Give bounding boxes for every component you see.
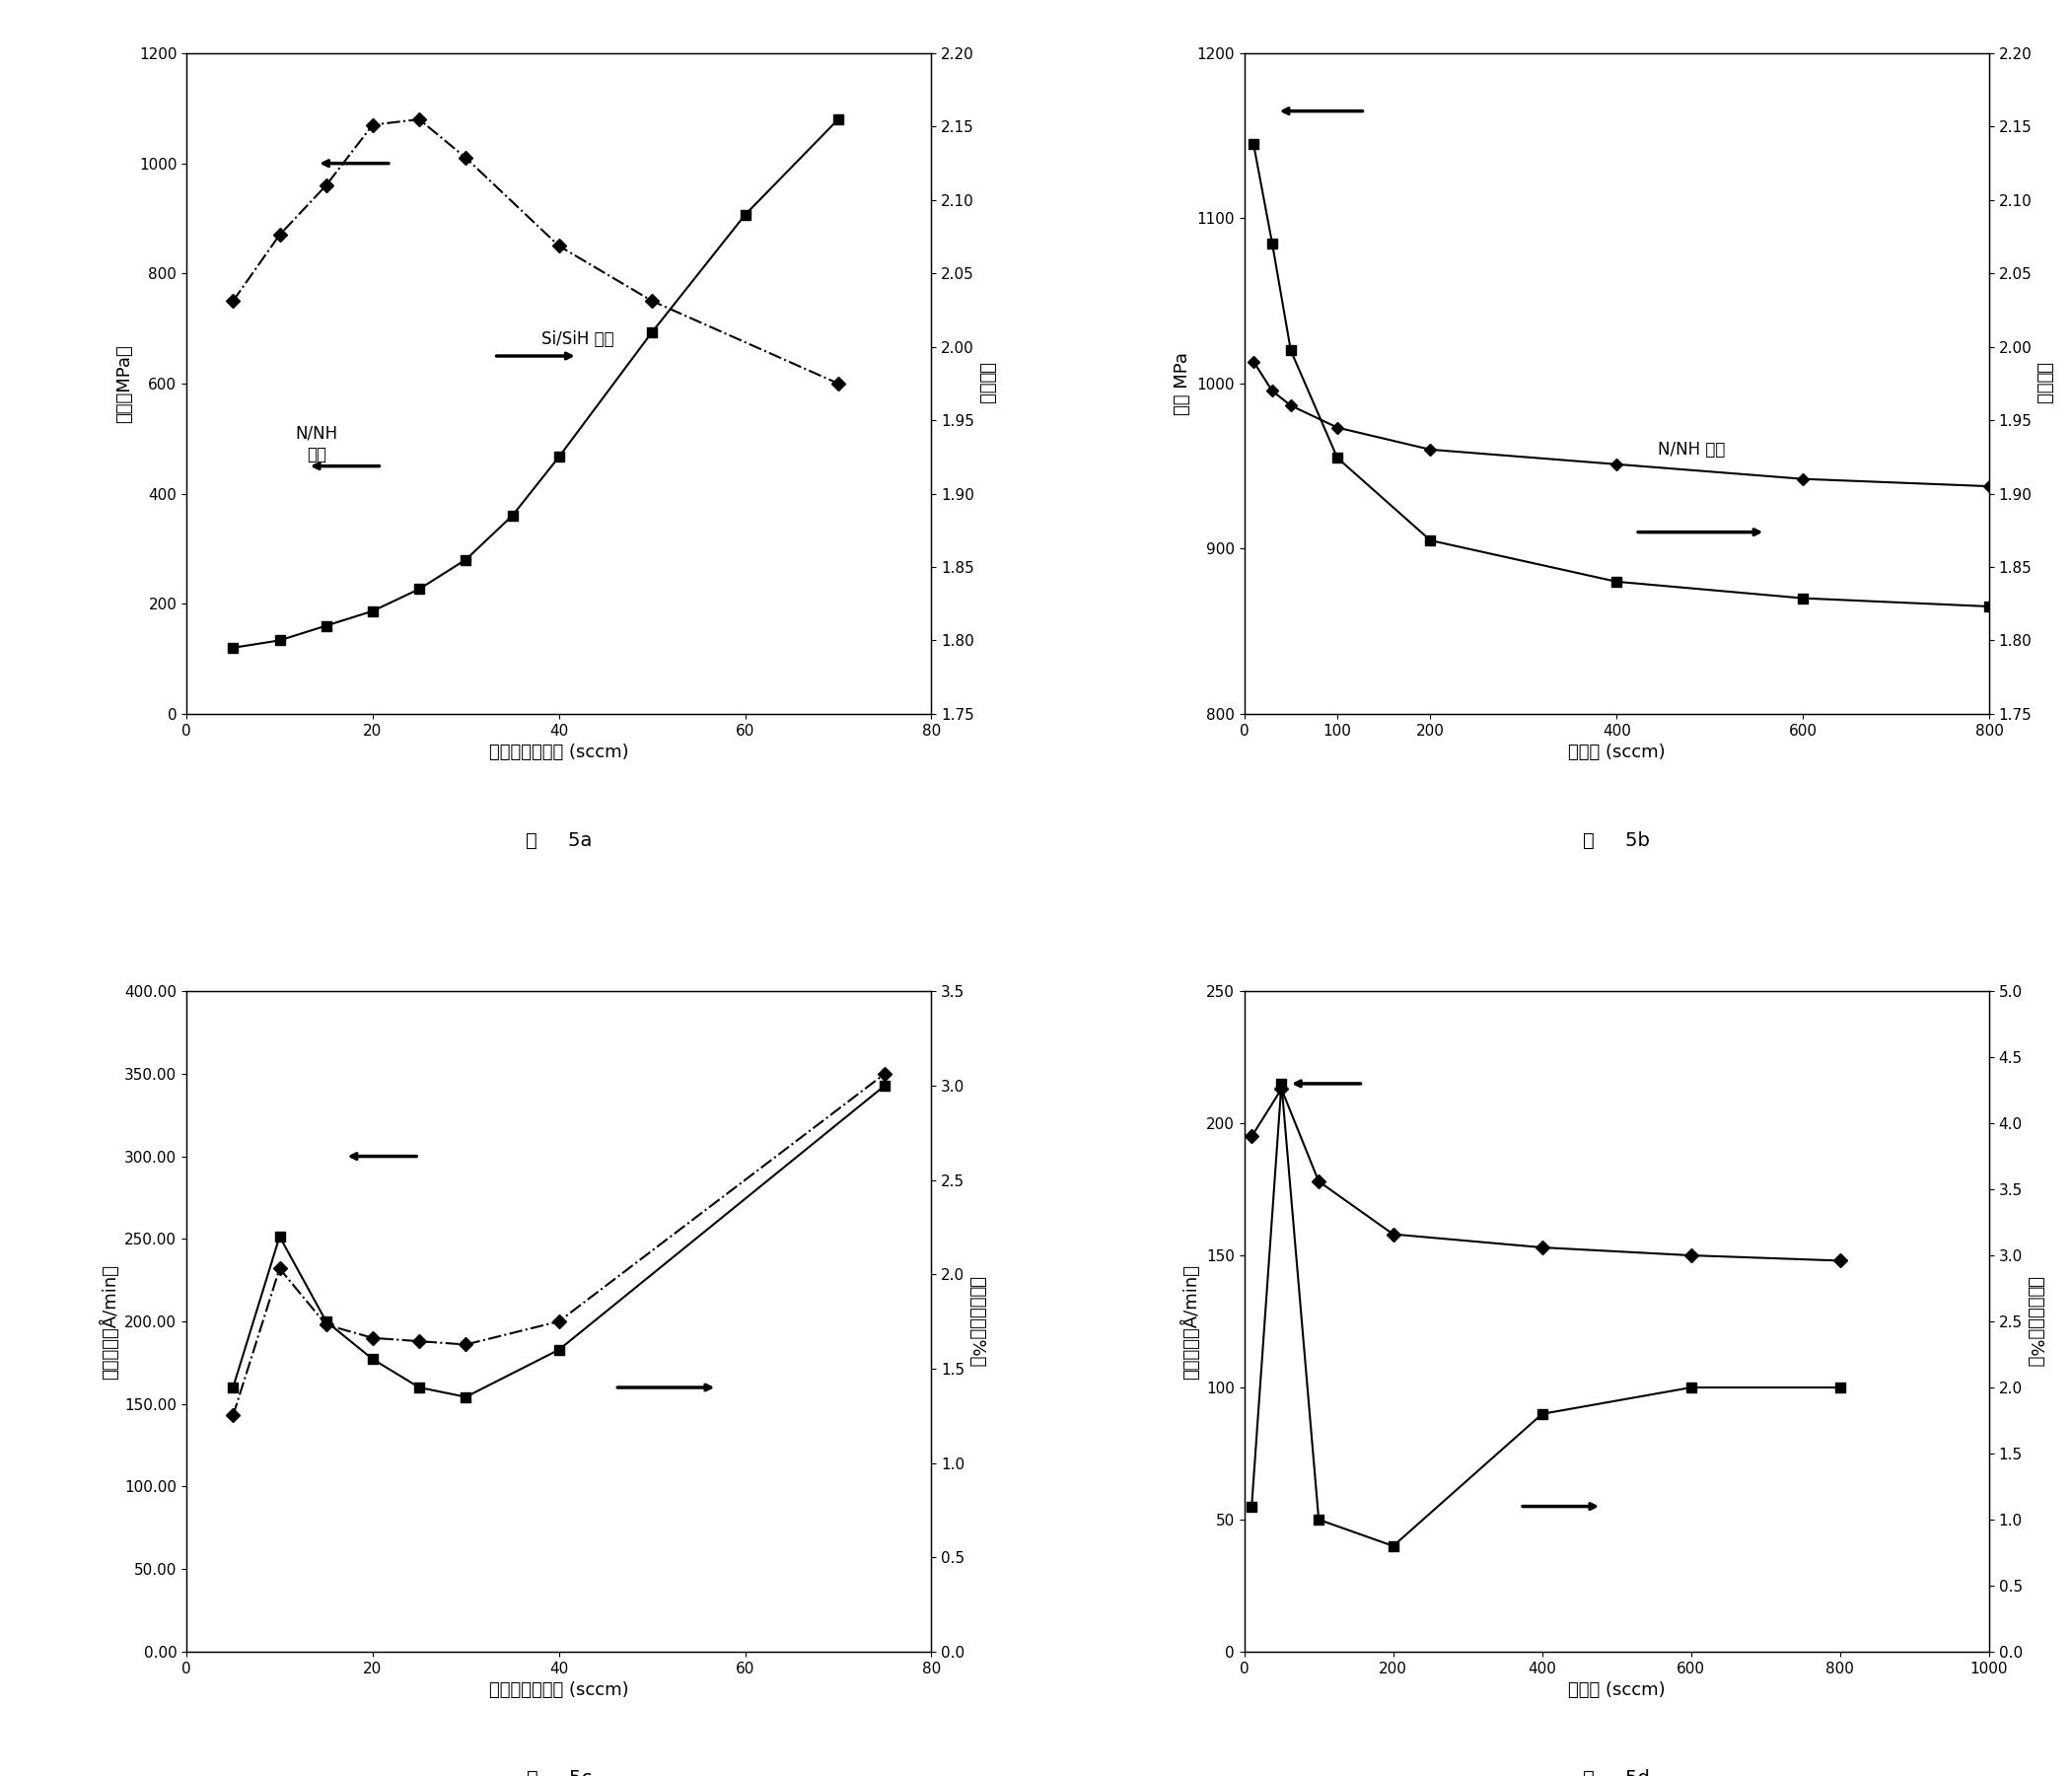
Y-axis label: 折射系数: 折射系数: [978, 362, 995, 405]
X-axis label: 硅甲烷流动速率 (sccm): 硅甲烷流动速率 (sccm): [489, 744, 628, 762]
Text: Si/SiH 富含: Si/SiH 富含: [541, 330, 613, 348]
Y-axis label: 应力（MPa）: 应力（MPa）: [116, 345, 133, 423]
Y-axis label: 应力 MPa: 应力 MPa: [1173, 352, 1191, 416]
Text: N/NH 富含: N/NH 富含: [1658, 440, 1724, 458]
Text: 图     5a: 图 5a: [526, 831, 593, 851]
Text: 图     5d: 图 5d: [1583, 1769, 1649, 1776]
Text: N/NH
富含: N/NH 富含: [296, 424, 338, 464]
Text: 图     5c: 图 5c: [526, 1769, 593, 1776]
Y-axis label: 沉积速率（Å/min）: 沉积速率（Å/min）: [99, 1265, 118, 1380]
Y-axis label: 厅度均匀度（%）: 厅度均匀度（%）: [2026, 1275, 2043, 1368]
X-axis label: 硅甲烷流动速率 (sccm): 硅甲烷流动速率 (sccm): [489, 1682, 628, 1700]
Y-axis label: 沉积速率（Å/min）: 沉积速率（Å/min）: [1181, 1265, 1200, 1380]
Text: 图     5b: 图 5b: [1583, 831, 1649, 851]
Y-axis label: 厅度均匀度（%）: 厅度均匀度（%）: [968, 1275, 986, 1368]
Y-axis label: 折射系数: 折射系数: [2035, 362, 2053, 405]
X-axis label: 氪流率 (sccm): 氪流率 (sccm): [1569, 744, 1666, 762]
X-axis label: 氪流率 (sccm): 氪流率 (sccm): [1569, 1682, 1666, 1700]
